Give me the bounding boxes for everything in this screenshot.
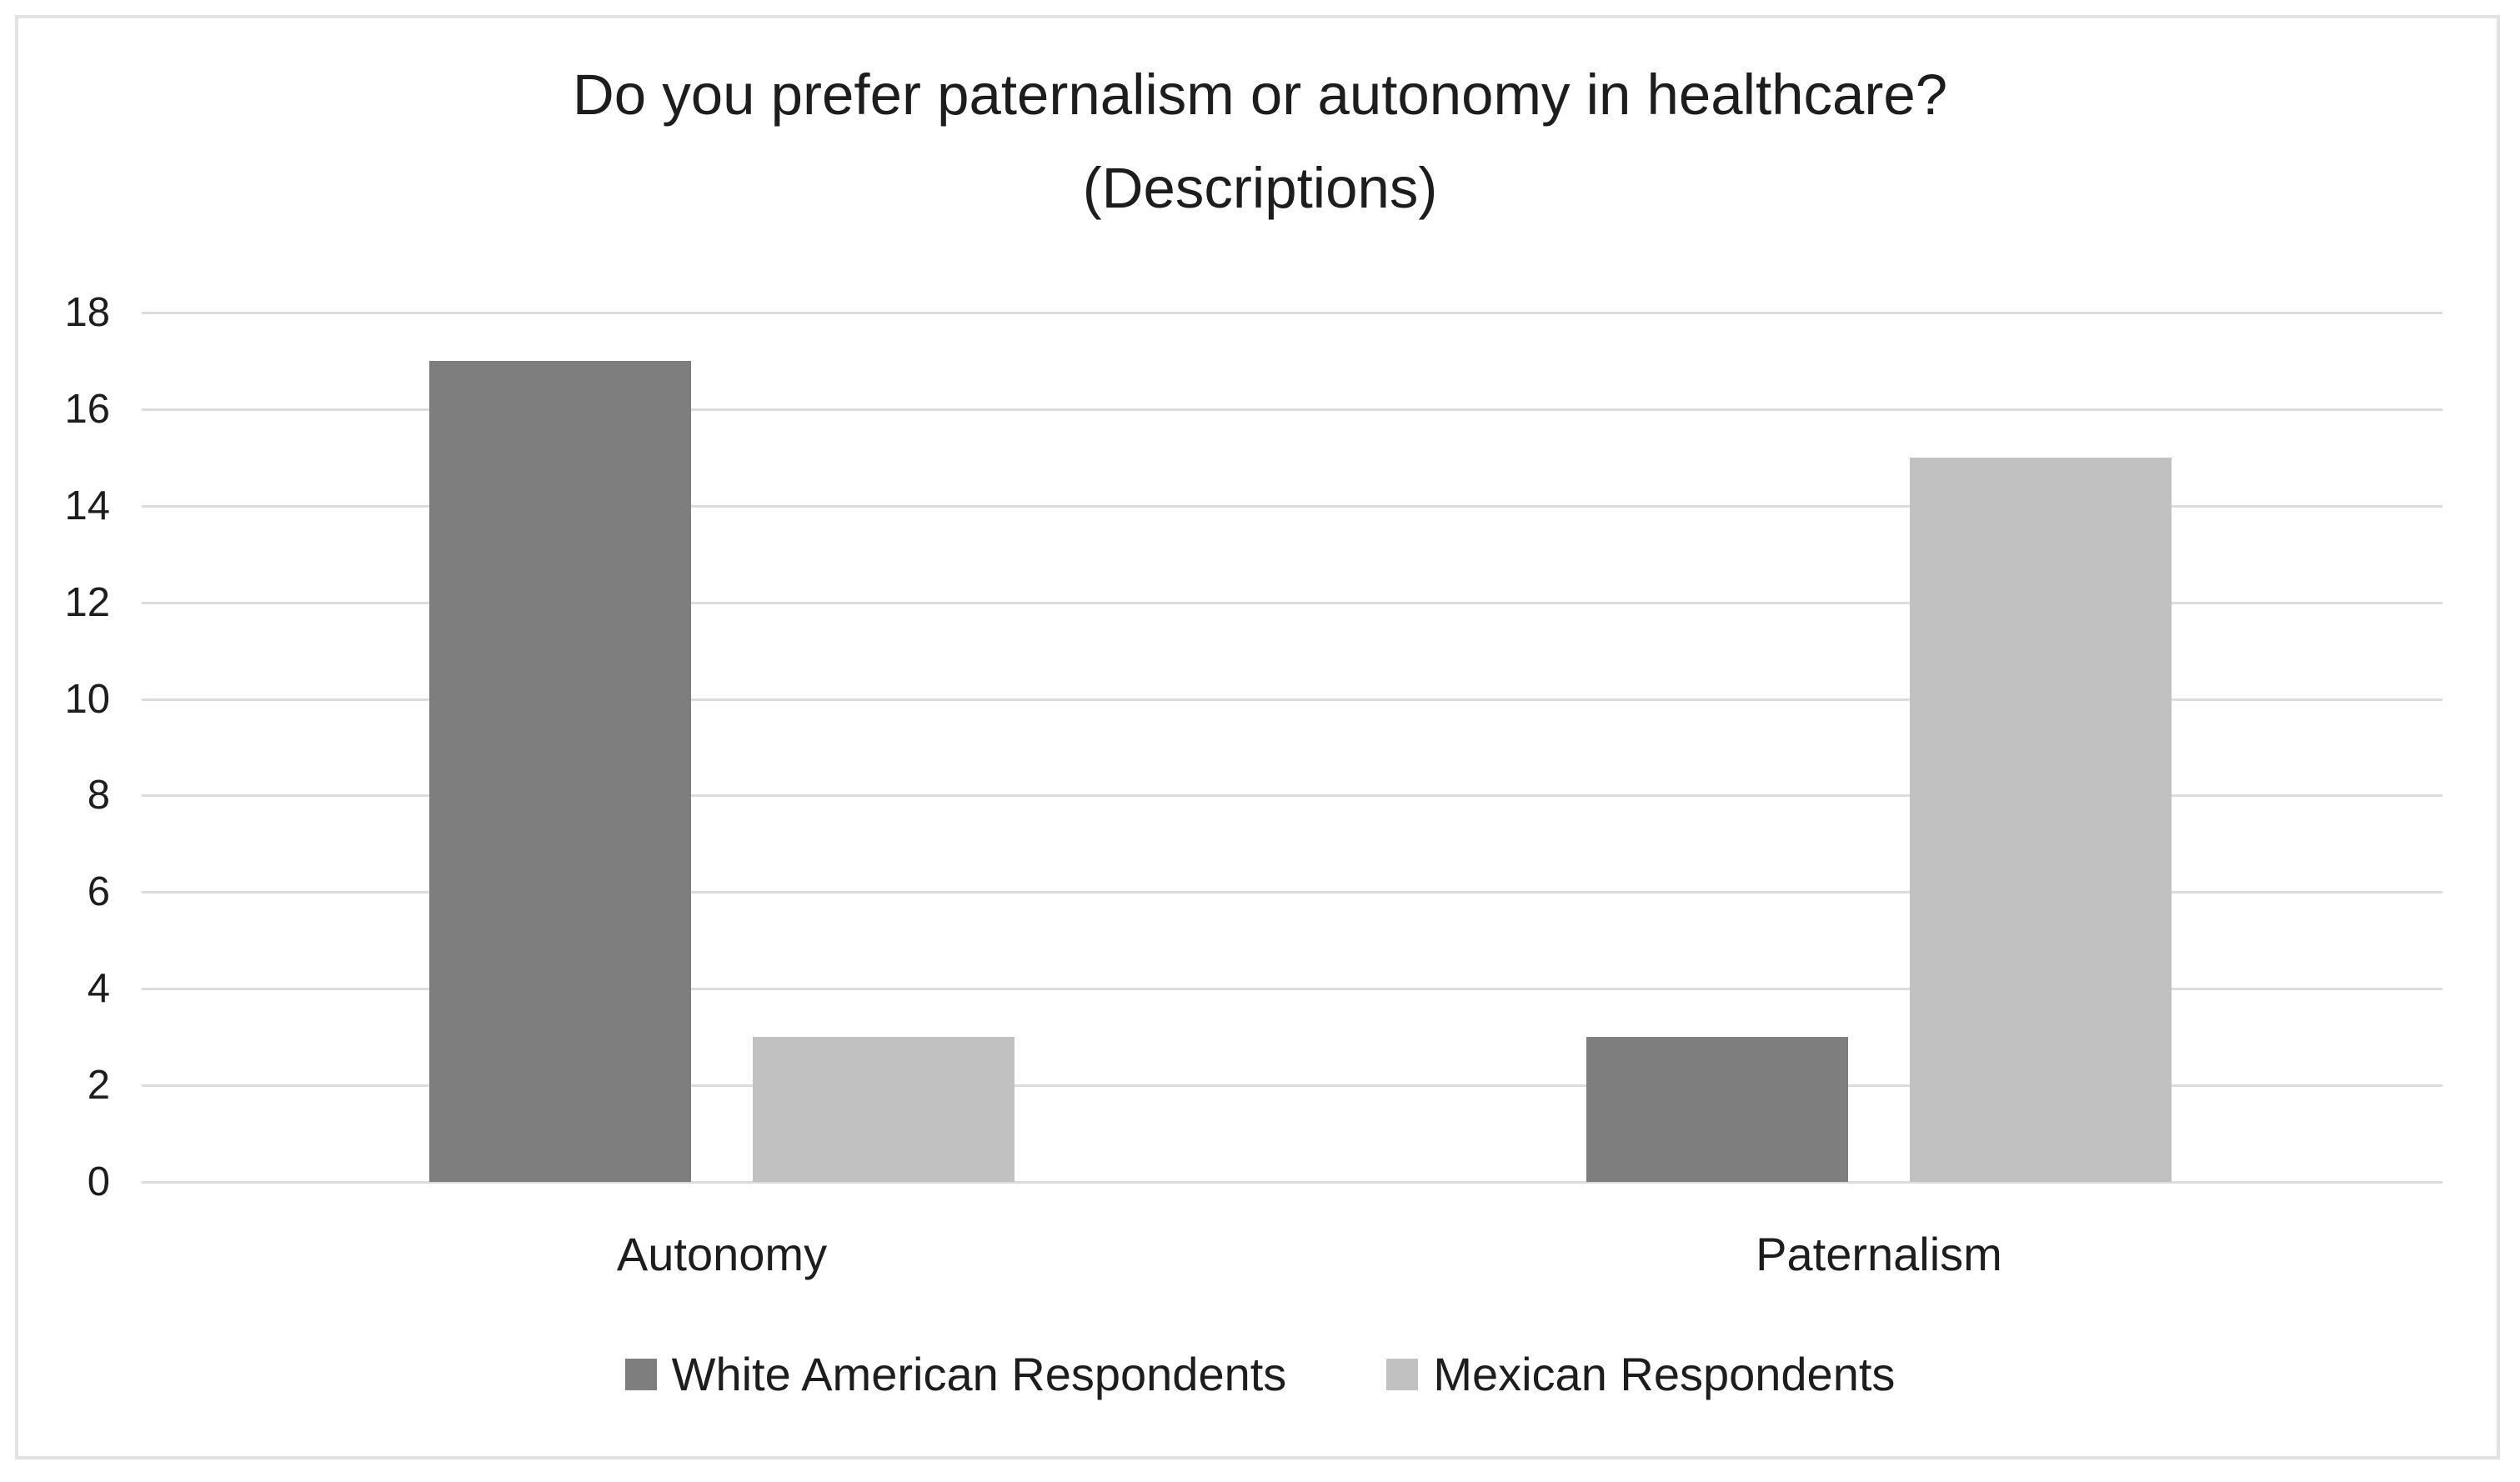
- gridline-y-2: [142, 1084, 2442, 1087]
- gridline-y-16: [142, 408, 2442, 411]
- y-axis-tick-label-16: 16: [64, 387, 110, 432]
- legend-swatch-icon: [1386, 1358, 1419, 1390]
- bar-autonomy-mexican-respondents: [753, 1037, 1015, 1182]
- gridline-y-12: [142, 602, 2442, 604]
- legend-swatch-icon: [624, 1358, 657, 1390]
- legend-label: Mexican Respondents: [1433, 1348, 1896, 1400]
- legend-item-white-american-respondents: White American Respondents: [624, 1347, 1287, 1401]
- legend-label: White American Respondents: [671, 1348, 1287, 1400]
- chart-subtitle: (Descriptions): [1082, 156, 1438, 220]
- gridline-y-18: [142, 312, 2442, 314]
- y-axis-tick-label-14: 14: [64, 483, 110, 528]
- y-axis-tick-label-8: 8: [87, 773, 110, 818]
- plot-area: [142, 312, 2442, 1184]
- gridline-y-6: [142, 891, 2442, 894]
- title-block: Do you prefer paternalism or autonomy in…: [0, 48, 2520, 235]
- bar-paternalism-white-american-respondents: [1586, 1037, 1848, 1182]
- y-axis-tick-label-2: 2: [87, 1063, 110, 1108]
- y-axis-tick-label-6: 6: [87, 869, 110, 914]
- bar-autonomy-white-american-respondents: [429, 361, 691, 1182]
- y-axis-tick-label-12: 12: [64, 580, 110, 625]
- gridline-y-10: [142, 698, 2442, 701]
- y-axis-tick-label-18: 18: [64, 290, 110, 335]
- gridline-y-8: [142, 794, 2442, 797]
- chart-title: Do you prefer paternalism or autonomy in…: [572, 63, 1948, 127]
- gridline-y-0: [142, 1181, 2442, 1184]
- y-axis-tick-label-10: 10: [64, 677, 110, 722]
- bar-paternalism-mexican-respondents: [1910, 458, 2172, 1182]
- x-axis-category-label-paternalism: Paternalism: [1756, 1228, 2002, 1280]
- y-axis-tick-label-4: 4: [87, 966, 110, 1011]
- legend: White American Respondents Mexican Respon…: [0, 1347, 2520, 1401]
- legend-item-mexican-respondents: Mexican Respondents: [1386, 1347, 1895, 1401]
- gridline-y-14: [142, 505, 2442, 508]
- gridline-y-4: [142, 988, 2442, 990]
- y-axis-tick-label-0: 0: [87, 1159, 110, 1204]
- x-axis-category-label-autonomy: Autonomy: [616, 1228, 828, 1280]
